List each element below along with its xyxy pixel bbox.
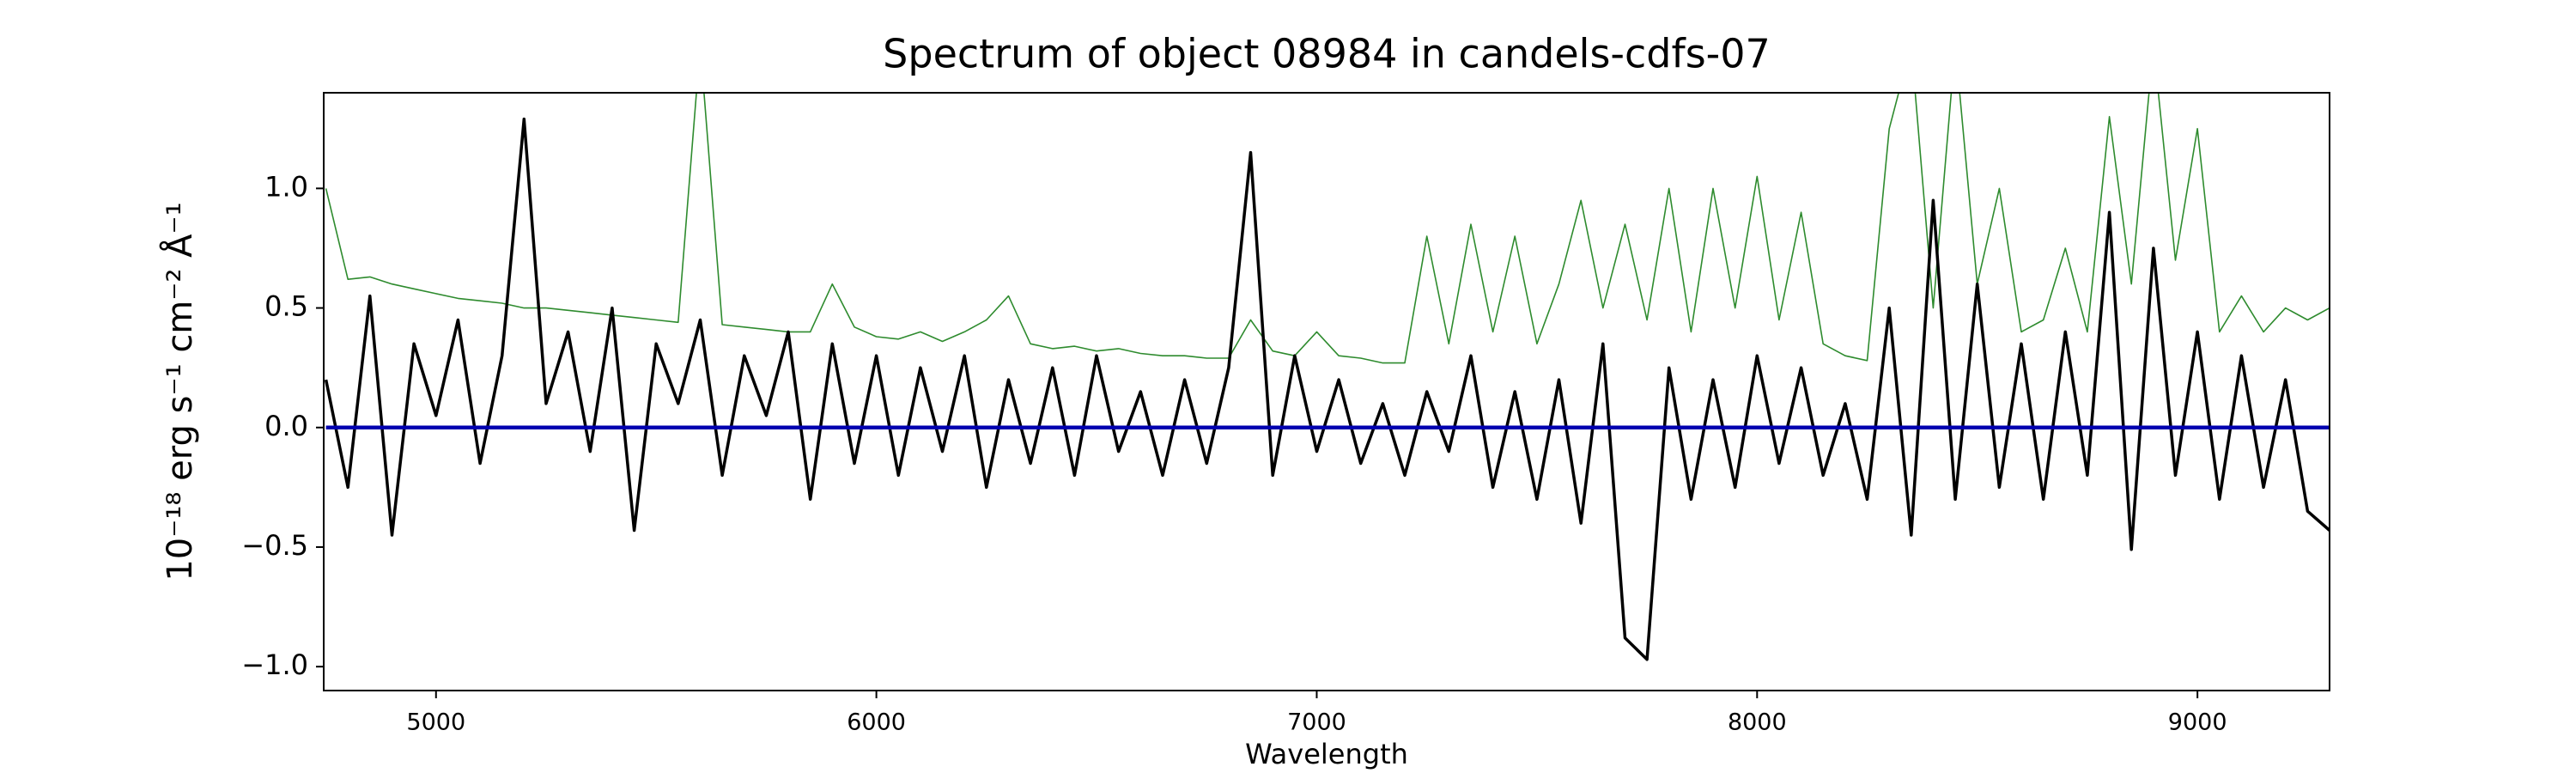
spectrum-line xyxy=(324,117,2330,661)
y-tick-label: −1.0 xyxy=(241,648,308,681)
y-tick-label: 1.0 xyxy=(264,170,308,203)
x-tick-label: 9000 xyxy=(2168,709,2227,736)
x-tick-label: 8000 xyxy=(1728,709,1787,736)
x-tick-label: 5000 xyxy=(406,709,465,736)
spectrum-line xyxy=(325,93,2330,364)
axes-frame xyxy=(323,92,2330,691)
y-tick-label: −0.5 xyxy=(241,529,308,562)
y-tick-label: 0.5 xyxy=(264,290,308,323)
x-axis-label: Wavelength xyxy=(1245,738,1408,770)
x-tick-label: 7000 xyxy=(1287,709,1346,736)
plot-area xyxy=(324,93,2330,661)
x-tick-label: 6000 xyxy=(847,709,906,736)
y-tick-label: 0.0 xyxy=(264,410,308,442)
y-axis-label: 10⁻¹⁸ erg s⁻¹ cm⁻² Å⁻¹ xyxy=(159,202,200,581)
chart-title: Spectrum of object 08984 in candels-cdfs… xyxy=(883,31,1771,77)
